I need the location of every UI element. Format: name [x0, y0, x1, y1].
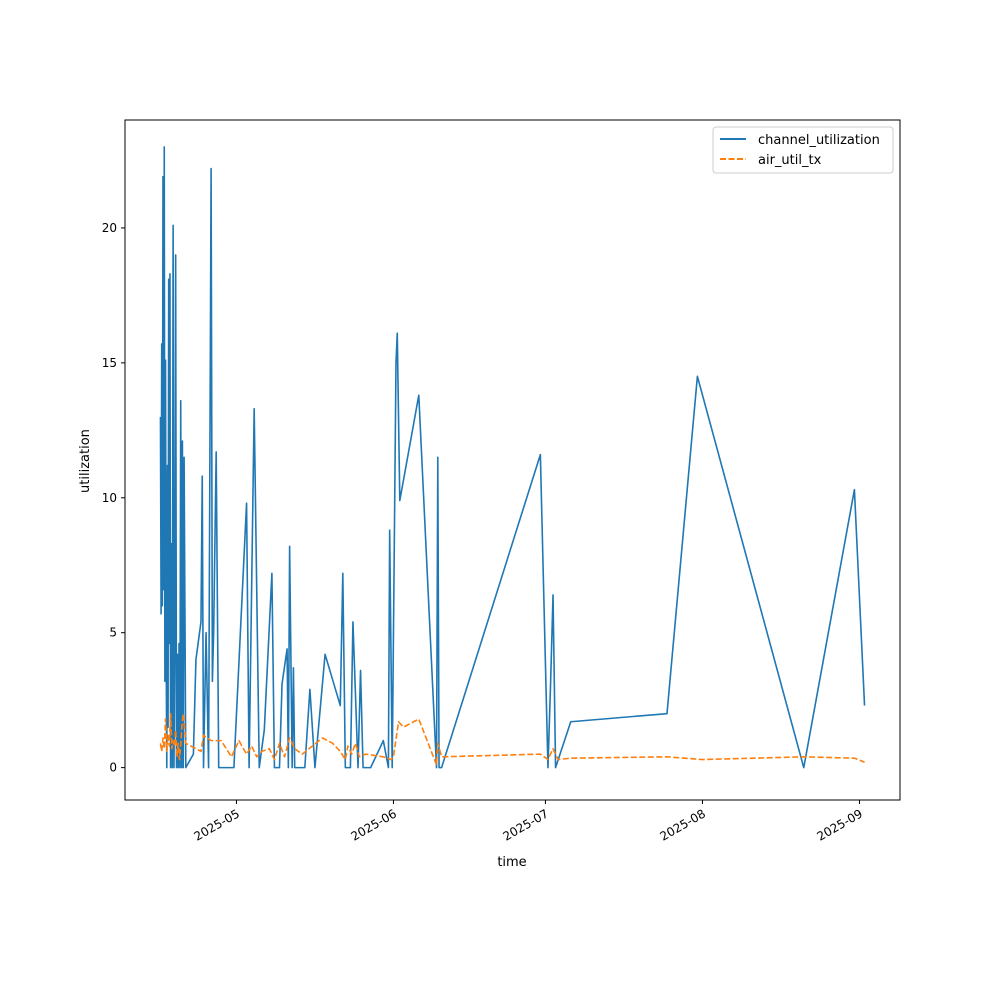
legend-label-air-util-tx: air_util_tx [758, 153, 822, 168]
series-line-air-util-tx [159, 712, 865, 766]
legend-label-channel-utilization: channel_utilization [758, 133, 880, 148]
legend: channel_utilization air_util_tx [712, 126, 894, 174]
x-axis-label: time [497, 855, 526, 870]
y-tick-label: 20 [102, 221, 117, 235]
plot-frame [124, 119, 901, 801]
legend-frame [712, 126, 894, 174]
y-tick-label: 15 [102, 356, 117, 370]
y-axis: 0 5 10 15 20 [102, 221, 125, 775]
y-tick-label: 5 [109, 626, 117, 640]
series-layer [159, 146, 866, 769]
y-tick-label: 10 [102, 491, 117, 505]
y-axis-label: utilization [78, 429, 93, 493]
y-tick-label: 0 [109, 761, 117, 775]
